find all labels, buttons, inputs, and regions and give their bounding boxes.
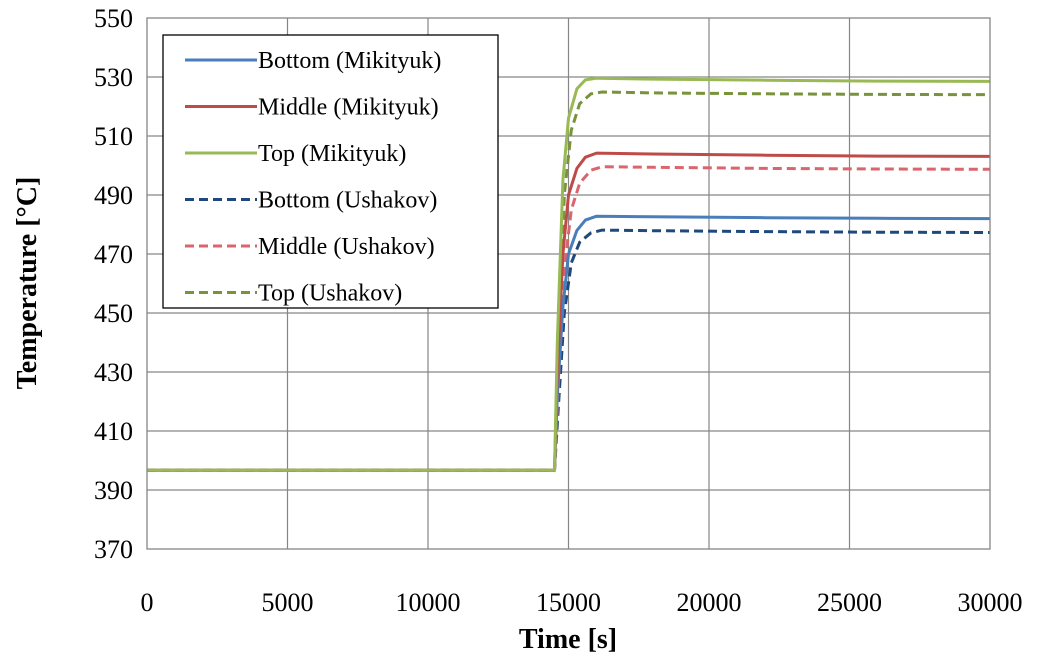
y-tick-label: 390: [94, 476, 133, 505]
legend: Bottom (Mikityuk) Middle (Mikityuk) Top (M…: [162, 34, 499, 309]
series-lines: [147, 76, 991, 472]
legend-entry-label: Middle (Mikityuk): [258, 95, 439, 121]
x-tick-label: 15000: [536, 588, 601, 617]
tick-labels: 370 390 410 430 450 470 490 510 530 550 0 5000 10000…: [94, 4, 1023, 617]
y-tick-label: 550: [94, 4, 133, 33]
plot-area-frame: [146, 17, 991, 550]
y-tick-label: 470: [94, 240, 133, 269]
x-tick-label: 0: [141, 588, 154, 617]
x-tick-label: 5000: [262, 588, 314, 617]
x-axis-title: Time [s]: [519, 624, 617, 655]
y-tick-label: 410: [94, 417, 133, 446]
x-tick-label: 30000: [958, 588, 1023, 617]
y-axis-title: Temperature [°C]: [12, 177, 43, 390]
legend-entry-label: Bottom (Ushakov): [258, 188, 437, 214]
y-tick-label: 370: [94, 535, 133, 564]
y-tick-label: 490: [94, 181, 133, 210]
legend-entry-label: Bottom (Mikityuk): [258, 48, 441, 74]
x-tick-label: 20000: [677, 588, 742, 617]
y-tick-label: 530: [94, 63, 133, 92]
y-tick-label: 510: [94, 122, 133, 151]
y-tick-label: 430: [94, 358, 133, 387]
x-tick-label: 25000: [817, 588, 882, 617]
series-line-2: [147, 76, 991, 472]
legend-entry-label: Middle (Ushakov): [258, 234, 435, 260]
y-tick-label: 450: [94, 299, 133, 328]
legend-box: [162, 34, 499, 309]
x-tick-label: 10000: [396, 588, 461, 617]
legend-entry-label: Top (Mikityuk): [258, 141, 406, 167]
legend-entry-label: Top (Ushakov): [258, 281, 402, 307]
